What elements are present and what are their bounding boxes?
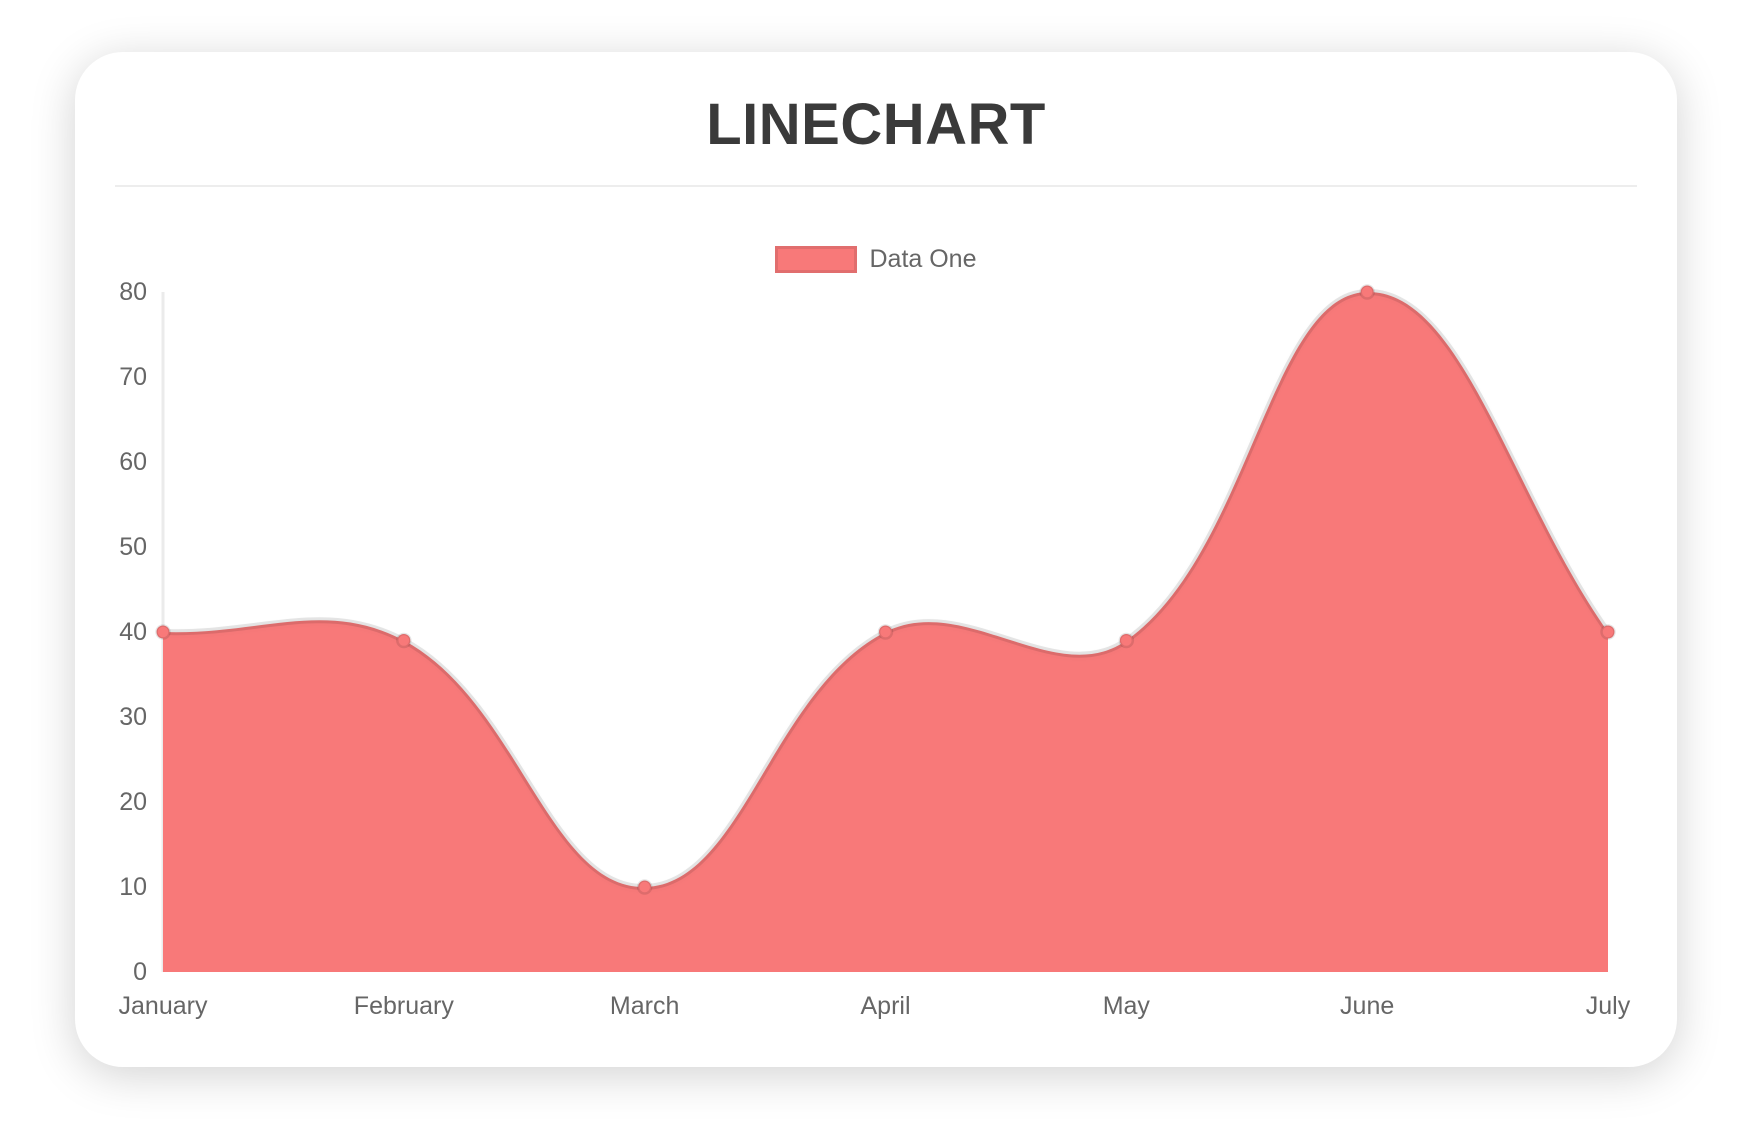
y-tick-label: 0 [133,958,147,986]
y-tick-label: 10 [119,873,147,901]
data-point [877,624,894,640]
line-chart-canvas[interactable] [75,52,1677,1067]
data-point [1600,624,1616,640]
data-point [155,624,171,640]
chart-card: LINECHART Data One 0 10 20 30 40 50 60 70 80 Jan… [75,52,1677,1067]
chart-title: LINECHART [706,92,1046,157]
x-tick-label: March [609,992,680,1020]
y-tick-label: 20 [119,788,147,816]
legend-item-data-one[interactable]: Data One [775,245,977,273]
line-path [162,288,1611,891]
y-tick-label: 70 [119,363,147,391]
data-point [636,879,653,895]
legend: Data One [75,246,1677,273]
data-point [1359,284,1375,300]
x-tick-label: June [1340,992,1395,1020]
y-tick-label: 40 [119,618,147,646]
y-tick-label: 60 [119,448,147,476]
x-tick-label: July [1585,992,1631,1020]
x-tick-label: January [118,992,208,1020]
legend-label: Data One [869,245,977,273]
y-tick-label: 50 [119,533,147,561]
data-point [1118,632,1135,649]
x-tick-label: May [1102,992,1150,1020]
x-tick-label: February [353,992,454,1020]
title-divider [115,185,1637,187]
y-tick-label: 80 [119,278,147,306]
x-tick-label: April [860,992,911,1020]
data-point [396,632,412,649]
legend-swatch [775,246,858,273]
y-tick-label: 30 [119,703,147,731]
plot-area: 0 10 20 30 40 50 60 70 80 January February March Ap… [75,52,1677,1067]
